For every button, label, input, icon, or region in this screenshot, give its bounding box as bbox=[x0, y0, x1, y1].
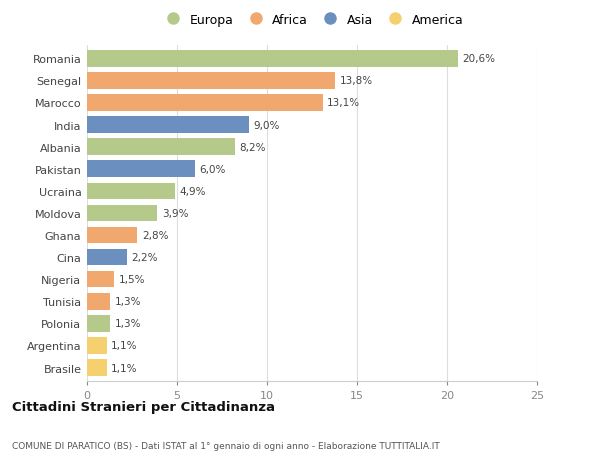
Text: 1,5%: 1,5% bbox=[119, 274, 145, 285]
Bar bbox=[87, 359, 107, 376]
Bar bbox=[87, 73, 335, 90]
Text: 6,0%: 6,0% bbox=[199, 164, 226, 174]
Text: 2,8%: 2,8% bbox=[142, 230, 169, 241]
Bar bbox=[87, 51, 458, 67]
Text: 1,3%: 1,3% bbox=[115, 297, 142, 307]
Bar bbox=[87, 95, 323, 112]
Bar bbox=[87, 161, 195, 178]
Text: 8,2%: 8,2% bbox=[239, 142, 266, 152]
Text: 1,3%: 1,3% bbox=[115, 319, 142, 329]
Text: 13,8%: 13,8% bbox=[340, 76, 373, 86]
Legend: Europa, Africa, Asia, America: Europa, Africa, Asia, America bbox=[155, 9, 469, 32]
Text: 1,1%: 1,1% bbox=[112, 341, 138, 351]
Text: 2,2%: 2,2% bbox=[131, 252, 158, 263]
Text: 20,6%: 20,6% bbox=[463, 54, 496, 64]
Text: 3,9%: 3,9% bbox=[162, 208, 188, 218]
Bar bbox=[87, 205, 157, 222]
Bar bbox=[87, 227, 137, 244]
Bar bbox=[87, 337, 107, 354]
Bar bbox=[87, 249, 127, 266]
Text: 1,1%: 1,1% bbox=[112, 363, 138, 373]
Text: 9,0%: 9,0% bbox=[254, 120, 280, 130]
Text: 13,1%: 13,1% bbox=[328, 98, 361, 108]
Text: COMUNE DI PARATICO (BS) - Dati ISTAT al 1° gennaio di ogni anno - Elaborazione T: COMUNE DI PARATICO (BS) - Dati ISTAT al … bbox=[12, 441, 440, 450]
Text: 4,9%: 4,9% bbox=[180, 186, 206, 196]
Bar bbox=[87, 271, 114, 288]
Bar bbox=[87, 139, 235, 156]
Bar bbox=[87, 117, 249, 134]
Bar bbox=[87, 183, 175, 200]
Text: Cittadini Stranieri per Cittadinanza: Cittadini Stranieri per Cittadinanza bbox=[12, 400, 275, 413]
Bar bbox=[87, 315, 110, 332]
Bar bbox=[87, 293, 110, 310]
